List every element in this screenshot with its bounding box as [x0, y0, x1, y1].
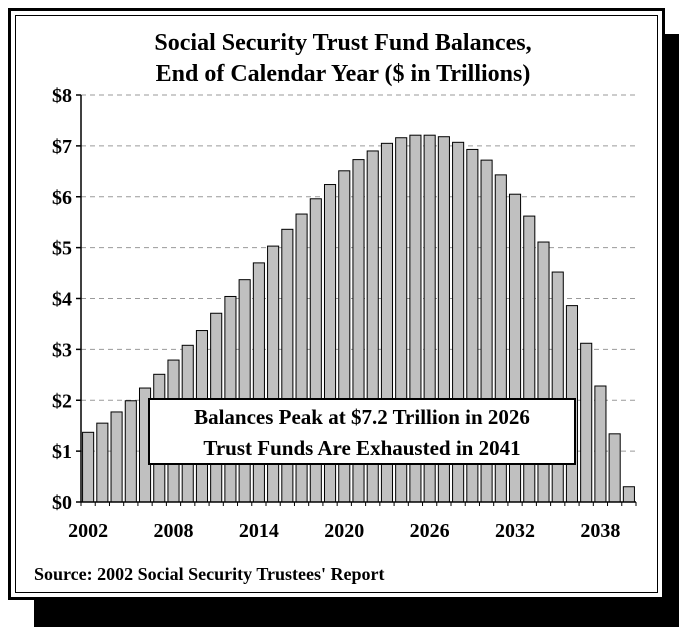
bar-2037	[580, 342, 593, 503]
x-tick-label: 2032	[495, 520, 535, 542]
chart-subtitle: End of Calendar Year ($ in Trillions)	[155, 61, 531, 87]
bar-2005	[124, 400, 137, 503]
bar-2040	[622, 486, 635, 503]
y-tick-label: $7	[52, 136, 72, 158]
y-tick-label: $5	[52, 238, 72, 260]
x-tick-label: 2008	[154, 520, 194, 542]
y-tick-label: $0	[52, 492, 72, 514]
annotation-line-2: Trust Funds Are Exhausted in 2041	[203, 436, 521, 460]
bar-2013	[238, 279, 251, 503]
x-tick-labels: 2002 2008 2014 2020 2026 2032 2038	[68, 520, 620, 542]
y-tick-labels: $0 $1 $2 $3 $4 $5 $6 $7 $8	[52, 85, 72, 514]
annotation-line-1: Balances Peak at $7.2 Trillion in 2026	[194, 405, 530, 429]
chart-title: Social Security Trust Fund Balances,	[154, 30, 532, 56]
bar-2014	[252, 262, 265, 503]
x-tick-label: 2026	[410, 520, 450, 542]
bar-2035	[551, 271, 564, 503]
x-tick-label: 2038	[580, 520, 620, 542]
bar-2004	[110, 411, 123, 503]
y-tick-label: $8	[52, 85, 72, 107]
y-tick-label: $4	[52, 289, 72, 311]
axes	[76, 94, 637, 506]
y-tick-label: $3	[52, 339, 72, 361]
x-tick-label: 2020	[324, 520, 364, 542]
bar-2039	[608, 433, 621, 503]
y-tick-label: $1	[52, 441, 72, 463]
x-tick-label: 2002	[68, 520, 108, 542]
bar-2003	[96, 422, 109, 503]
x-tick-label: 2014	[239, 520, 279, 542]
bar-2038	[594, 385, 607, 503]
chart-frame-inner-border	[15, 15, 658, 593]
annotation-box: Balances Peak at $7.2 Trillion in 2026 T…	[148, 398, 576, 465]
y-tick-label: $6	[52, 187, 72, 209]
y-tick-label: $2	[52, 390, 72, 412]
source-note: Source: 2002 Social Security Trustees' R…	[34, 564, 385, 584]
bar-2002	[82, 431, 95, 503]
